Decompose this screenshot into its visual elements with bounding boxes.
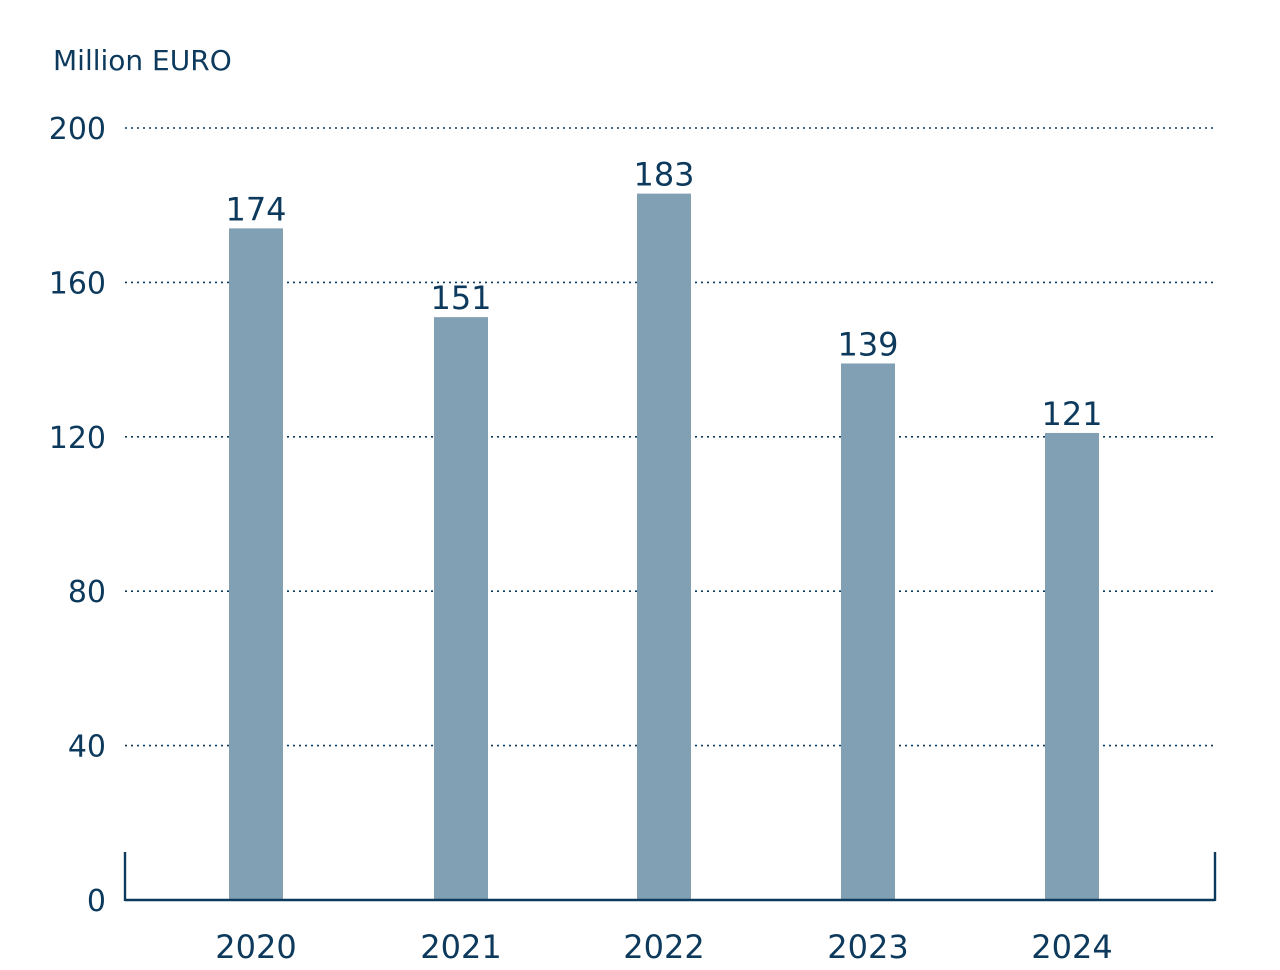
data-label: 174: [225, 190, 286, 228]
y-tick-label: 200: [49, 112, 106, 147]
data-labels: 174 151 183 139 121: [225, 156, 1102, 433]
y-tick-label: 80: [68, 575, 106, 610]
x-tick-label: 2024: [1031, 928, 1112, 966]
y-axis-unit-label: Million EURO: [53, 44, 232, 77]
x-tick-label: 2021: [420, 928, 501, 966]
y-tick-labels: 0 40 80 120 160 200: [49, 112, 106, 919]
bar-2024: [1045, 432, 1099, 900]
gridlines: [125, 127, 1215, 747]
bar-2021: [434, 317, 488, 900]
axes: [123, 852, 1217, 902]
x-tick-label: 2023: [827, 928, 908, 966]
data-label: 139: [837, 325, 898, 363]
y-tick-label: 40: [68, 730, 106, 765]
bars: [229, 193, 1099, 901]
bar-2022: [637, 193, 691, 900]
y-tick-label: 160: [49, 266, 106, 301]
x-tick-label: 2020: [215, 928, 296, 966]
x-tick-labels: 2020 2021 2022 2023 2024: [215, 928, 1112, 966]
bar-2023: [841, 363, 895, 901]
data-label: 183: [633, 156, 694, 194]
bar-2020: [229, 228, 283, 901]
data-label: 151: [430, 279, 491, 317]
y-tick-label: 0: [87, 884, 106, 919]
y-tick-label: 120: [49, 421, 106, 456]
data-label: 121: [1041, 395, 1102, 433]
x-tick-label: 2022: [623, 928, 704, 966]
